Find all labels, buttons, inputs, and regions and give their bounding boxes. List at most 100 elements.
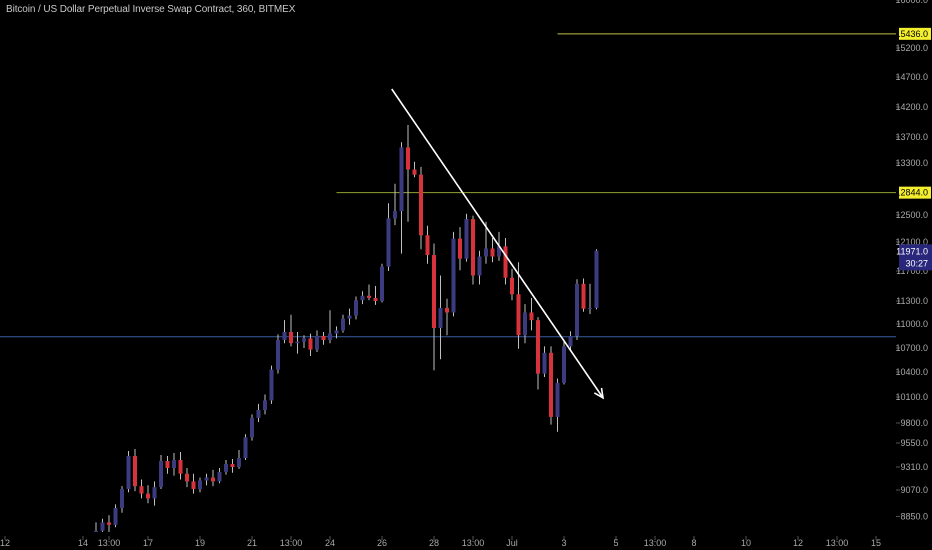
candle-body xyxy=(289,332,293,344)
candle xyxy=(269,365,274,404)
candle xyxy=(490,237,495,263)
y-tick-label: 14700.0 xyxy=(895,72,928,82)
y-tick-label: 10100.0 xyxy=(895,392,928,402)
y-tick-label: 12100.0 xyxy=(895,237,928,247)
candle-body xyxy=(542,352,547,374)
candle-body xyxy=(276,340,280,370)
candle-body xyxy=(464,219,469,259)
candle xyxy=(419,166,423,250)
candle xyxy=(113,504,118,528)
candle xyxy=(159,455,163,490)
candle xyxy=(575,279,579,340)
trendline[interactable] xyxy=(391,88,604,399)
x-tick-label: 15 xyxy=(871,538,881,548)
candles xyxy=(94,125,599,532)
candle xyxy=(484,221,488,264)
candle xyxy=(178,452,183,480)
candle-body xyxy=(458,238,462,259)
candle-body xyxy=(490,248,495,257)
y-tick-label: 15200.0 xyxy=(895,43,928,53)
candle-body xyxy=(308,338,313,350)
last-price-tag xyxy=(899,244,932,271)
trendline-layer xyxy=(391,88,605,400)
chart-title: Bitcoin / US Dollar Perpetual Inverse Sw… xyxy=(6,4,296,15)
x-tick-label: 17 xyxy=(143,538,153,548)
candle-body xyxy=(328,333,332,340)
x-tick-label: 5 xyxy=(613,538,618,548)
candle xyxy=(529,298,534,331)
price-labels: 15436.0 12844.0 11971.0 30:27 xyxy=(895,27,932,271)
candle xyxy=(334,326,339,339)
x-tick-label: 10 xyxy=(741,538,751,548)
candle xyxy=(406,125,410,222)
candle xyxy=(471,215,475,285)
candle-body xyxy=(165,461,170,468)
candle-body xyxy=(295,341,300,344)
line-price-tag xyxy=(899,186,931,199)
y-tick-label: 9310.0 xyxy=(900,462,928,472)
candle xyxy=(354,296,358,320)
candle xyxy=(510,268,514,301)
candle xyxy=(523,304,527,344)
candle xyxy=(315,330,319,352)
y-tick-label: 16000.0 xyxy=(895,0,928,5)
price-axis[interactable]: 16000.0 15200.0 14700.0 14200.0 13700.0 13300… xyxy=(895,0,928,521)
candle xyxy=(341,314,345,333)
candle-body xyxy=(568,336,573,347)
x-tick-label: 13:00 xyxy=(644,538,667,548)
candle-body xyxy=(334,330,339,334)
candle xyxy=(100,518,105,532)
candle-body xyxy=(113,508,118,525)
candle xyxy=(425,225,430,264)
candle xyxy=(191,473,196,494)
candle-body xyxy=(367,295,371,298)
candle-body xyxy=(373,298,378,301)
candle xyxy=(536,317,540,390)
candle xyxy=(458,227,462,271)
candle-body xyxy=(107,522,111,525)
y-tick-label: 11700.0 xyxy=(896,266,928,276)
candle xyxy=(380,263,384,303)
candle xyxy=(185,467,189,488)
candle xyxy=(328,310,332,344)
candle-body xyxy=(269,369,274,401)
candle xyxy=(302,335,306,348)
candle-body xyxy=(451,238,456,313)
candle-body xyxy=(484,248,488,257)
candle-body xyxy=(386,218,391,267)
candle xyxy=(581,278,586,312)
candle-body xyxy=(211,477,215,482)
candle-body xyxy=(412,169,417,175)
candle xyxy=(107,515,111,532)
candle xyxy=(230,459,235,473)
candle-body xyxy=(555,382,560,417)
candle xyxy=(393,183,397,226)
x-tick-label: Jul xyxy=(506,538,518,548)
candle-body xyxy=(237,458,241,467)
candle-body xyxy=(360,295,365,301)
y-tick-label: 13700.0 xyxy=(895,132,928,142)
candle xyxy=(94,522,98,532)
y-tick-label: 12500.0 xyxy=(895,210,928,220)
x-tick-label: 8 xyxy=(691,538,696,548)
candle xyxy=(146,485,150,504)
candle-body xyxy=(432,255,436,328)
candle xyxy=(263,394,267,415)
x-tick-label: 13:00 xyxy=(280,538,303,548)
candle-body xyxy=(146,493,150,499)
time-axis[interactable]: 12 14 13:00 17 19 21 13:00 24 26 28 13:00 Jul 3 5 13:0… xyxy=(0,536,881,548)
candle-body xyxy=(133,456,137,487)
candle xyxy=(477,250,482,285)
candle-body xyxy=(94,530,98,532)
candle-body xyxy=(399,147,404,212)
candle-body xyxy=(588,307,592,309)
candle xyxy=(568,331,573,352)
candle-body xyxy=(230,464,235,467)
candle xyxy=(503,237,508,285)
candle-body xyxy=(250,417,254,438)
x-tick-label: 28 xyxy=(429,538,439,548)
candle xyxy=(224,460,228,475)
candle-body xyxy=(256,410,261,418)
line-price-label: 12844.0 xyxy=(895,188,928,198)
